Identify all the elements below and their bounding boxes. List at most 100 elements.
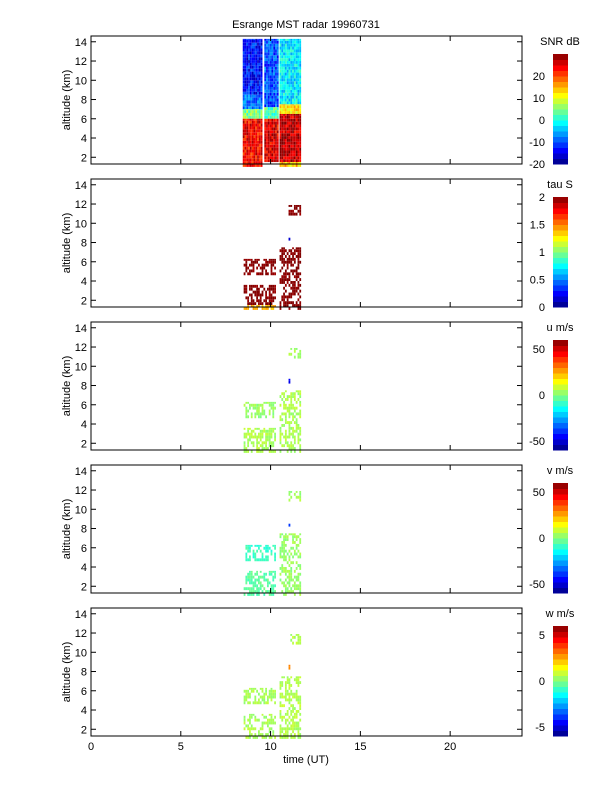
data-cell (288, 153, 291, 157)
data-cell (288, 307, 291, 310)
data-cell (297, 124, 300, 128)
data-cell (260, 51, 263, 55)
data-cell (255, 45, 258, 49)
data-cell (279, 681, 282, 685)
data-cell (246, 123, 249, 127)
colorbar-segment (553, 532, 568, 539)
data-cell (242, 103, 245, 107)
data-cell (250, 299, 253, 303)
data-cell (290, 495, 293, 499)
data-cell (260, 103, 263, 107)
data-cell (251, 132, 254, 136)
data-cell (290, 98, 293, 102)
colorbar-tick-label: 0 (539, 676, 545, 688)
data-cell (283, 115, 285, 119)
data-cell (269, 118, 272, 122)
data-cell (258, 110, 261, 113)
data-cell (292, 66, 294, 70)
data-cell (251, 45, 254, 49)
data-cell (242, 112, 245, 116)
y-tick-label: 4 (81, 562, 87, 574)
data-cell (281, 40, 284, 44)
data-cell (290, 138, 293, 142)
data-cell (249, 272, 251, 276)
data-cell (271, 52, 274, 56)
data-cell (269, 43, 272, 47)
data-cell (254, 581, 257, 585)
data-cell (246, 115, 249, 119)
data-cell (257, 146, 259, 150)
data-cell (279, 710, 282, 713)
data-cell (253, 42, 256, 46)
data-cell (297, 87, 300, 90)
data-cell (254, 727, 257, 731)
data-cell (266, 721, 269, 725)
data-cell (258, 115, 261, 119)
data-cell (299, 104, 302, 106)
data-cell (293, 66, 296, 70)
data-cell (249, 120, 252, 124)
data-cell (258, 65, 261, 69)
data-cell (266, 153, 268, 157)
data-cell (276, 95, 279, 99)
data-cell (284, 272, 287, 276)
data-cell (295, 38, 298, 41)
data-cell (288, 435, 291, 439)
data-cell (297, 412, 300, 416)
data-cell (290, 58, 293, 62)
data-cell (283, 676, 285, 679)
colorbar-segment (553, 208, 568, 214)
data-cell (260, 74, 263, 78)
data-cell (286, 444, 289, 448)
data-cell (275, 49, 277, 53)
data-cell (242, 132, 245, 136)
data-cell (256, 299, 259, 303)
data-cell (279, 40, 282, 44)
data-cell (248, 97, 250, 101)
colorbar-label: w m/s (545, 608, 575, 620)
data-cell (253, 80, 256, 84)
data-cell (270, 284, 273, 288)
data-cell (269, 112, 272, 116)
data-cell (283, 144, 285, 148)
data-cell (297, 105, 300, 109)
data-cell (288, 275, 291, 279)
data-cell (295, 715, 298, 719)
data-cell (288, 204, 291, 207)
y-tick-label: 6 (81, 257, 87, 269)
data-cell (279, 46, 282, 50)
data-cell (256, 290, 259, 294)
data-cell (279, 133, 282, 137)
data-cell (284, 438, 287, 442)
data-cell (284, 555, 287, 559)
data-cell (242, 57, 245, 61)
data-cell (267, 153, 270, 157)
data-cell (249, 100, 252, 104)
data-cell (288, 209, 291, 213)
data-cell (261, 450, 264, 453)
data-cell (286, 92, 289, 96)
data-cell (276, 104, 279, 108)
data-cell (265, 715, 267, 719)
data-cell (279, 108, 282, 112)
data-cell (249, 427, 251, 430)
data-cell (279, 113, 282, 116)
y-tick-label: 6 (81, 686, 87, 698)
data-cell (276, 52, 279, 56)
data-cell (268, 305, 271, 307)
data-cell (283, 558, 285, 562)
data-cell (258, 263, 260, 267)
data-cell (288, 84, 291, 88)
data-cell (284, 681, 287, 685)
data-cell (286, 733, 289, 736)
data-cell (242, 60, 245, 63)
data-cell (247, 727, 250, 731)
data-cell (271, 147, 274, 151)
data-cell (251, 118, 254, 121)
y-tick-label: 2 (81, 724, 87, 736)
data-cell (297, 40, 300, 44)
data-cell (267, 121, 270, 125)
colorbar-label: SNR dB (540, 36, 580, 48)
data-cell (266, 263, 269, 267)
data-cell (295, 138, 298, 142)
